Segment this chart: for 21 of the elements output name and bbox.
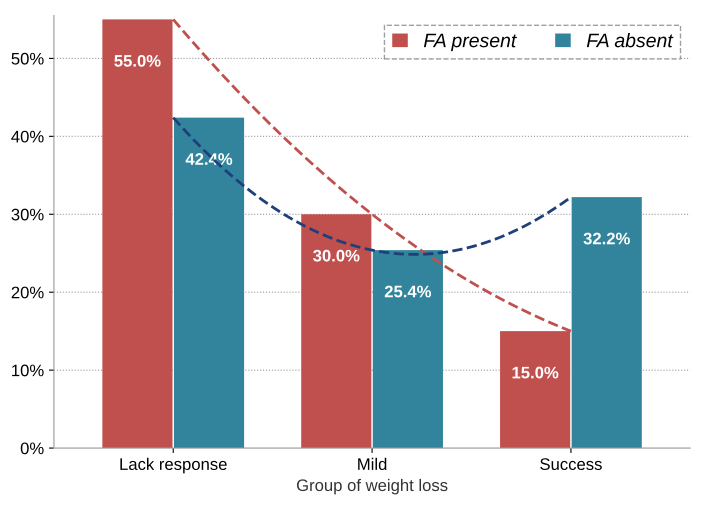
- bar: [174, 118, 244, 448]
- y-tick-label: 30%: [11, 208, 44, 220]
- data-label: 30.0%: [313, 250, 360, 262]
- y-tick-label: 10%: [12, 364, 44, 376]
- data-label: 25.4%: [384, 286, 432, 298]
- data-label: 32.2%: [583, 232, 630, 244]
- bar: [572, 197, 642, 448]
- y-tick-label: 40%: [11, 130, 44, 143]
- bar: [372, 250, 443, 448]
- data-label: 42.4%: [186, 153, 232, 165]
- y-tick-label: 0%: [20, 442, 44, 454]
- x-tick-label: Lack response: [120, 458, 227, 474]
- x-tick-label: Mild: [358, 458, 386, 470]
- x-axis-title: Group of weight loss: [296, 478, 448, 494]
- y-tick-label: 50%: [12, 52, 44, 65]
- legend-label: FA present: [424, 34, 517, 52]
- y-tick-label: 20%: [12, 286, 44, 298]
- data-label: 15.0%: [512, 366, 558, 378]
- legend-label: FA absent: [586, 33, 674, 48]
- x-tick-label: Success: [540, 458, 602, 470]
- data-label: 55.0%: [114, 54, 161, 67]
